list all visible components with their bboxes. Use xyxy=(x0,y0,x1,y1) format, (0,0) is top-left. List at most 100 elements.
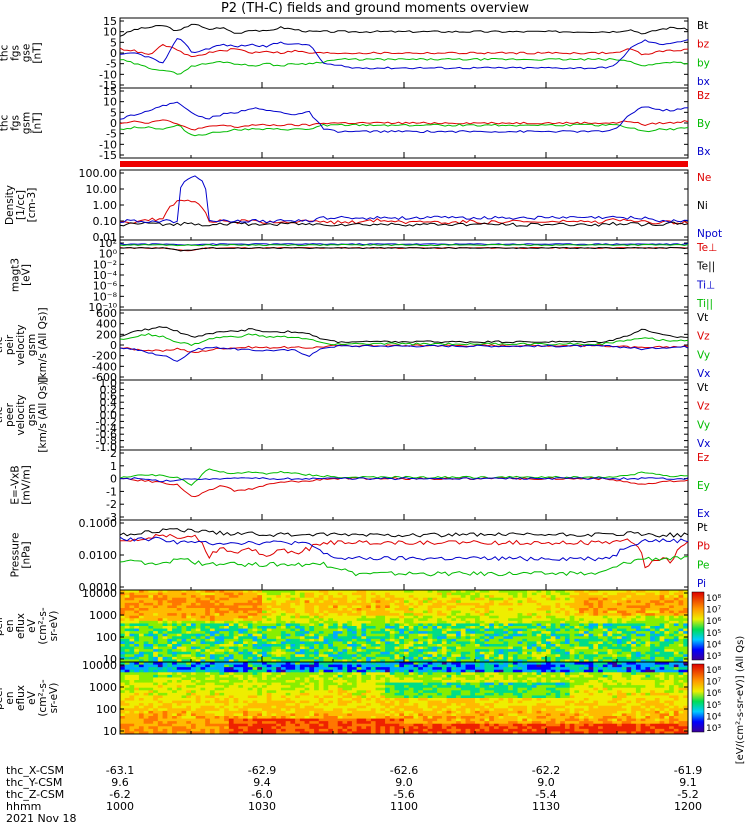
spectrogram-cell xyxy=(361,621,366,624)
spectrogram-cell xyxy=(361,605,366,608)
spectrogram-cell xyxy=(129,719,134,722)
spectrogram-cell xyxy=(631,649,636,652)
spectrogram-cell xyxy=(328,706,333,709)
spectrogram-cell xyxy=(333,598,338,601)
spectrogram-cell xyxy=(390,626,395,629)
spectrogram-cell xyxy=(144,680,149,683)
spectrogram-cell xyxy=(324,667,329,670)
spectrogram-cell xyxy=(305,634,310,637)
spectrogram-cell xyxy=(243,690,248,693)
spectrogram-cell xyxy=(574,654,579,657)
spectrogram-cell xyxy=(470,595,475,598)
spectrogram-cell xyxy=(484,623,489,626)
spectrogram-cell xyxy=(541,631,546,634)
spectrogram-cell xyxy=(319,626,324,629)
spectrogram-cell xyxy=(153,631,158,634)
spectrogram-cell xyxy=(224,626,229,629)
spectrogram-cell xyxy=(172,672,177,675)
spectrogram-cell xyxy=(380,654,385,657)
spectrogram-cell xyxy=(494,631,499,634)
spectrogram-cell xyxy=(182,703,187,706)
spectrogram-cell xyxy=(148,688,153,691)
spectrogram-cell xyxy=(560,608,565,611)
spectrogram-cell xyxy=(475,605,480,608)
spectrogram-cell xyxy=(409,634,414,637)
spectrogram-cell xyxy=(276,598,281,601)
spectrogram-cell xyxy=(205,706,210,709)
spectrogram-cell xyxy=(309,647,314,650)
spectrogram-cell xyxy=(503,641,508,644)
spectrogram-cell xyxy=(295,672,300,675)
spectrogram-cell xyxy=(532,647,537,650)
spectrogram-cell xyxy=(357,613,362,616)
spectrogram-cell xyxy=(238,680,243,683)
spectrogram-cell xyxy=(404,600,409,603)
spectrogram-cell xyxy=(205,719,210,722)
spectrogram-cell xyxy=(224,600,229,603)
spectrogram-cell xyxy=(295,611,300,614)
spectrogram-cell xyxy=(314,729,319,732)
y-axis-label: Pressure[nPa] xyxy=(10,533,33,578)
spectrogram-cell xyxy=(380,647,385,650)
spectrogram-cell xyxy=(210,654,215,657)
spectrogram-cell xyxy=(163,636,168,639)
spectrogram-cell xyxy=(484,621,489,624)
spectrogram-cell xyxy=(645,652,650,655)
spectrogram-cell xyxy=(153,693,158,696)
spectrogram-cell xyxy=(319,649,324,652)
spectrogram-cell xyxy=(423,631,428,634)
spectrogram-cell xyxy=(290,621,295,624)
spectrogram-cell xyxy=(167,721,172,724)
spectrogram-cell xyxy=(234,726,239,729)
spectrogram-cell xyxy=(290,611,295,614)
spectrogram-cell xyxy=(167,629,172,632)
spectrogram-cell xyxy=(593,644,598,647)
spectrogram-cell xyxy=(267,611,272,614)
spectrogram-cell xyxy=(290,667,295,670)
spectrogram-cell xyxy=(167,634,172,637)
spectrogram-cell xyxy=(253,716,258,719)
spectrogram-cell xyxy=(366,647,371,650)
spectrogram-cell xyxy=(243,608,248,611)
spectrogram-cell xyxy=(163,649,168,652)
spectrogram-cell xyxy=(290,605,295,608)
spectrogram-cell xyxy=(522,616,527,619)
spectrogram-cell xyxy=(276,618,281,621)
spectrogram-cell xyxy=(423,618,428,621)
spectrogram-cell xyxy=(508,611,513,614)
spectrogram-cell xyxy=(338,598,343,601)
legend-entry: Pi xyxy=(697,578,706,590)
spectrogram-cell xyxy=(376,654,381,657)
spectrogram-cell xyxy=(281,706,286,709)
spectrogram-cell xyxy=(144,716,149,719)
spectrogram-cell xyxy=(608,595,613,598)
spectrogram-cell xyxy=(120,698,125,701)
spectrogram-cell xyxy=(598,652,603,655)
spectrogram-cell xyxy=(158,621,163,624)
spectrogram-cell xyxy=(243,593,248,596)
legend-entry: Vx xyxy=(697,438,710,450)
spectrogram-cell xyxy=(172,693,177,696)
spectrogram-cell xyxy=(669,652,674,655)
spectrogram-cell xyxy=(257,703,262,706)
spectrogram-cell xyxy=(262,695,267,698)
spectrogram-cell xyxy=(148,608,153,611)
spectrogram-cell xyxy=(210,685,215,688)
spectrogram-cell xyxy=(428,647,433,650)
spectrogram-cell xyxy=(546,636,551,639)
spectrogram-cell xyxy=(148,629,153,632)
spectrogram-cell xyxy=(347,608,352,611)
series-line-ex xyxy=(120,478,688,482)
spectrogram-cell xyxy=(139,647,144,650)
spectrogram-cell xyxy=(191,716,196,719)
spectrogram-cell xyxy=(224,680,229,683)
spectrogram-cell xyxy=(679,631,684,634)
spectrogram-cell xyxy=(290,701,295,704)
spectrogram-cell xyxy=(466,644,471,647)
spectrogram-cell xyxy=(579,647,584,650)
spectrogram-cell xyxy=(432,613,437,616)
spectrogram-cell xyxy=(153,623,158,626)
spectrogram-cell xyxy=(290,613,295,616)
spectrogram-cell xyxy=(286,626,291,629)
spectrogram-cell xyxy=(153,685,158,688)
